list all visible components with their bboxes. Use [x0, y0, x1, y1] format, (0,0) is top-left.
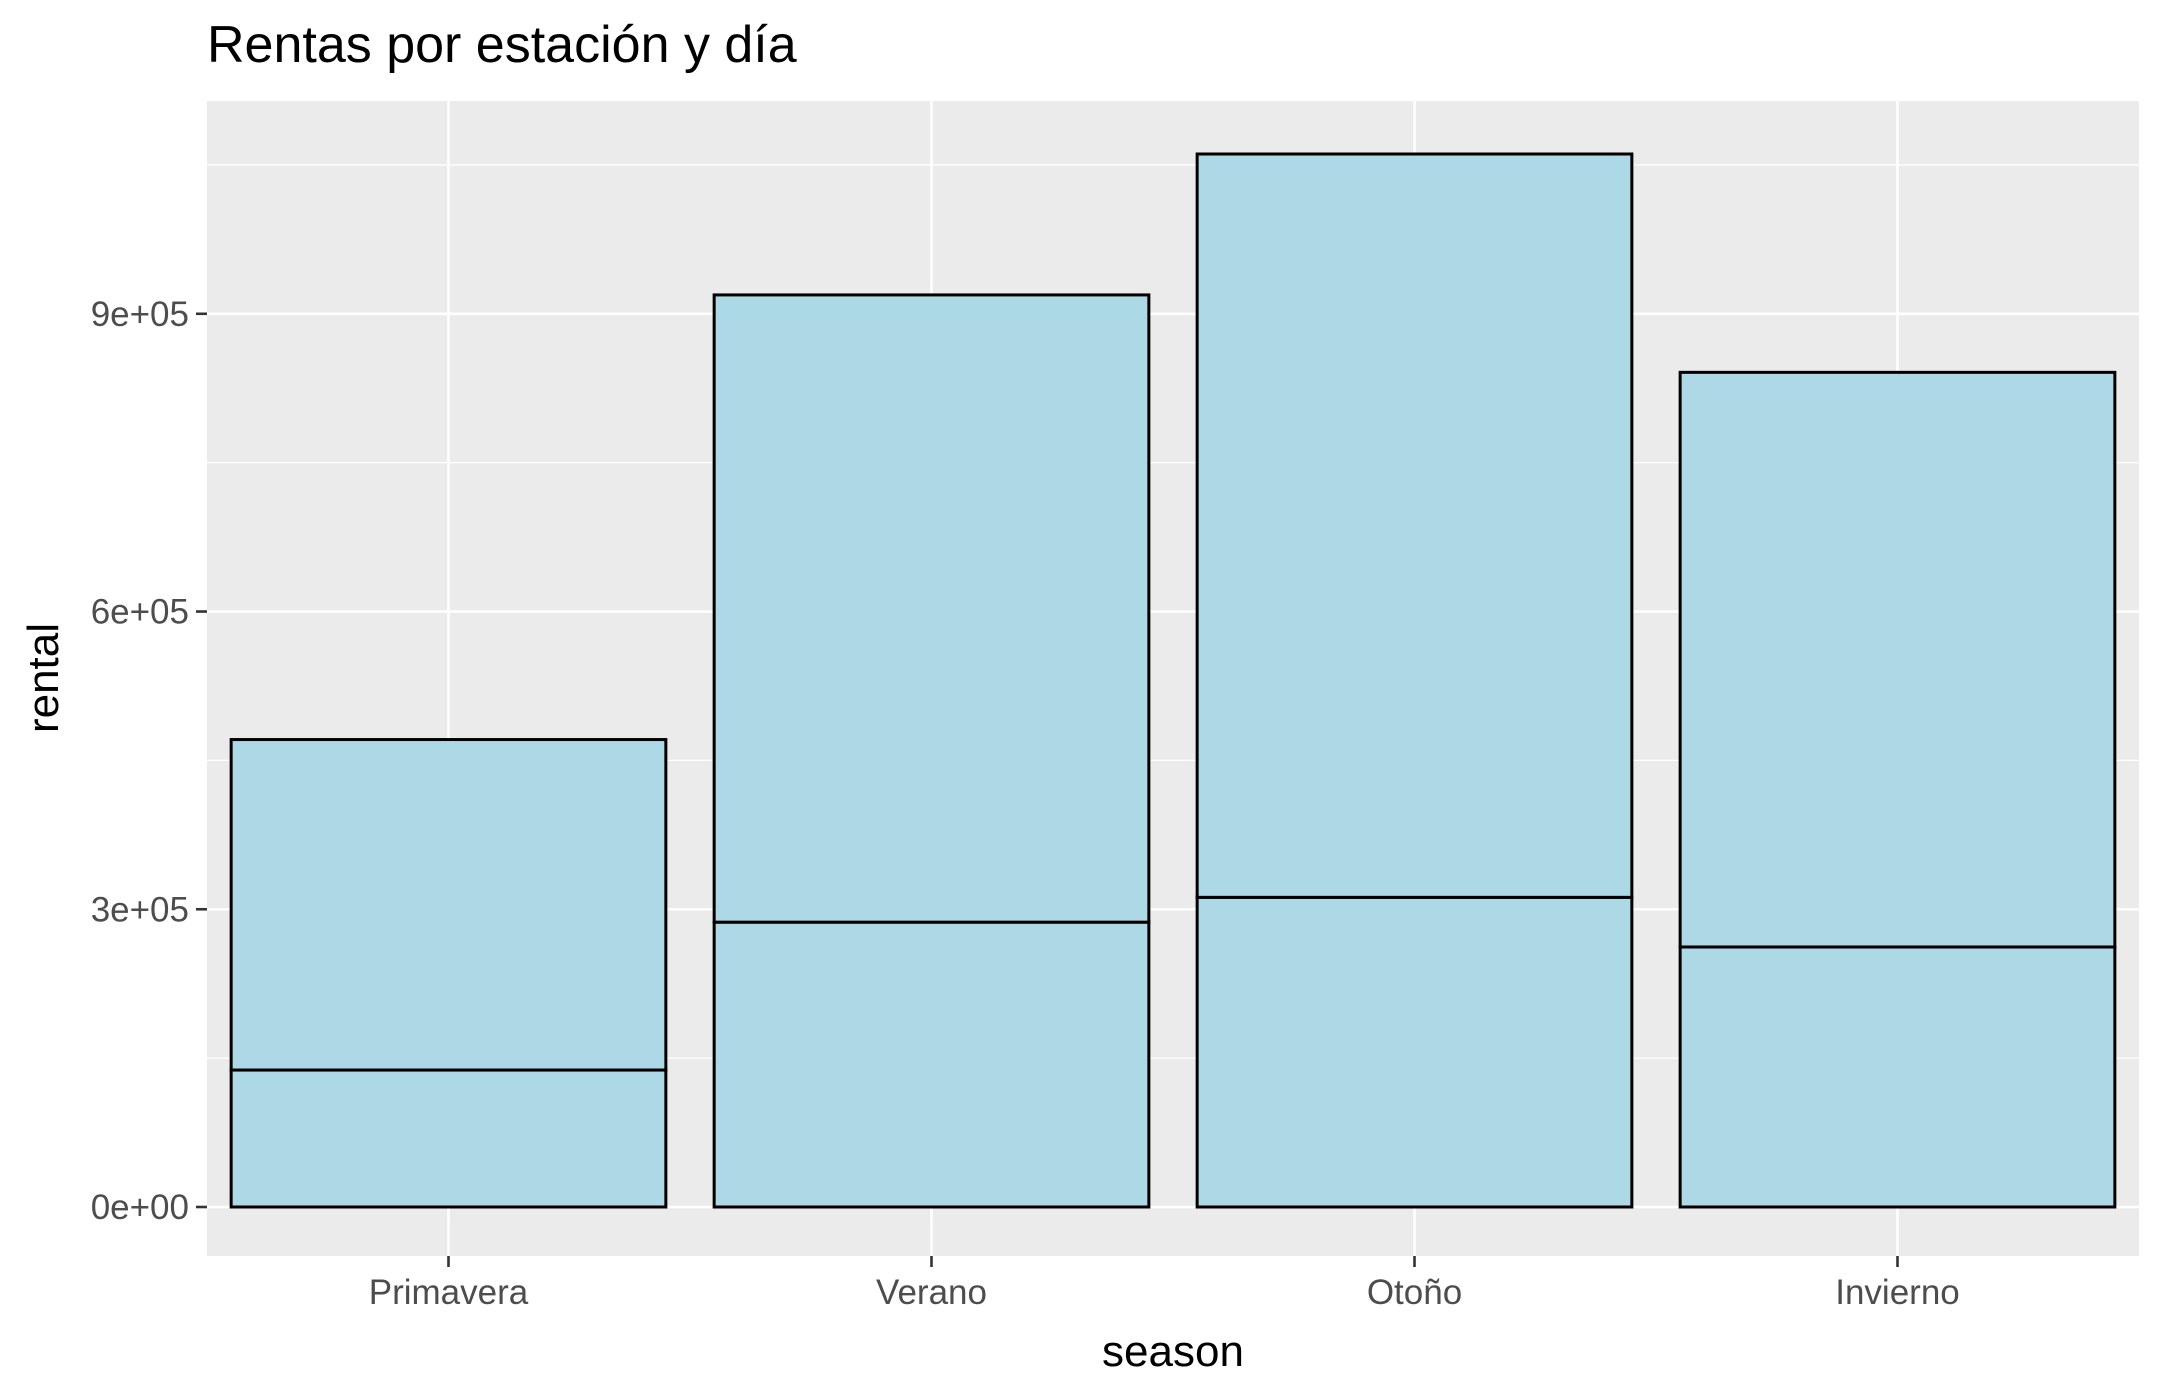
x-tick-label: Invierno	[1835, 1273, 1960, 1312]
y-tick-label: 9e+05	[91, 295, 189, 334]
y-tick-label: 6e+05	[91, 593, 189, 632]
x-tick-label: Otoño	[1367, 1273, 1462, 1312]
bar-segment	[229, 1068, 668, 1209]
axes: 0e+00 3e+05 6e+05 9e+05 Primavera Verano Otoño…	[91, 295, 1960, 1312]
y-tick-label: 0e+00	[91, 1188, 189, 1227]
x-tick-label: Primavera	[369, 1273, 529, 1312]
bar-segment	[229, 738, 668, 1072]
chart-title: Rentas por estación y día	[207, 16, 797, 74]
y-axis-title: rental	[19, 623, 68, 733]
y-tick-label: 3e+05	[91, 890, 189, 929]
bar-segment	[712, 920, 1151, 1209]
bars	[229, 152, 2117, 1209]
bar-segment	[1195, 152, 1634, 899]
bar-segment	[1195, 895, 1634, 1209]
bar-segment	[1678, 945, 2117, 1209]
x-tick-label: Verano	[876, 1273, 987, 1312]
bar-segment	[712, 293, 1151, 924]
x-axis-title: season	[1102, 1327, 1244, 1376]
bar-segment	[1678, 370, 2117, 949]
